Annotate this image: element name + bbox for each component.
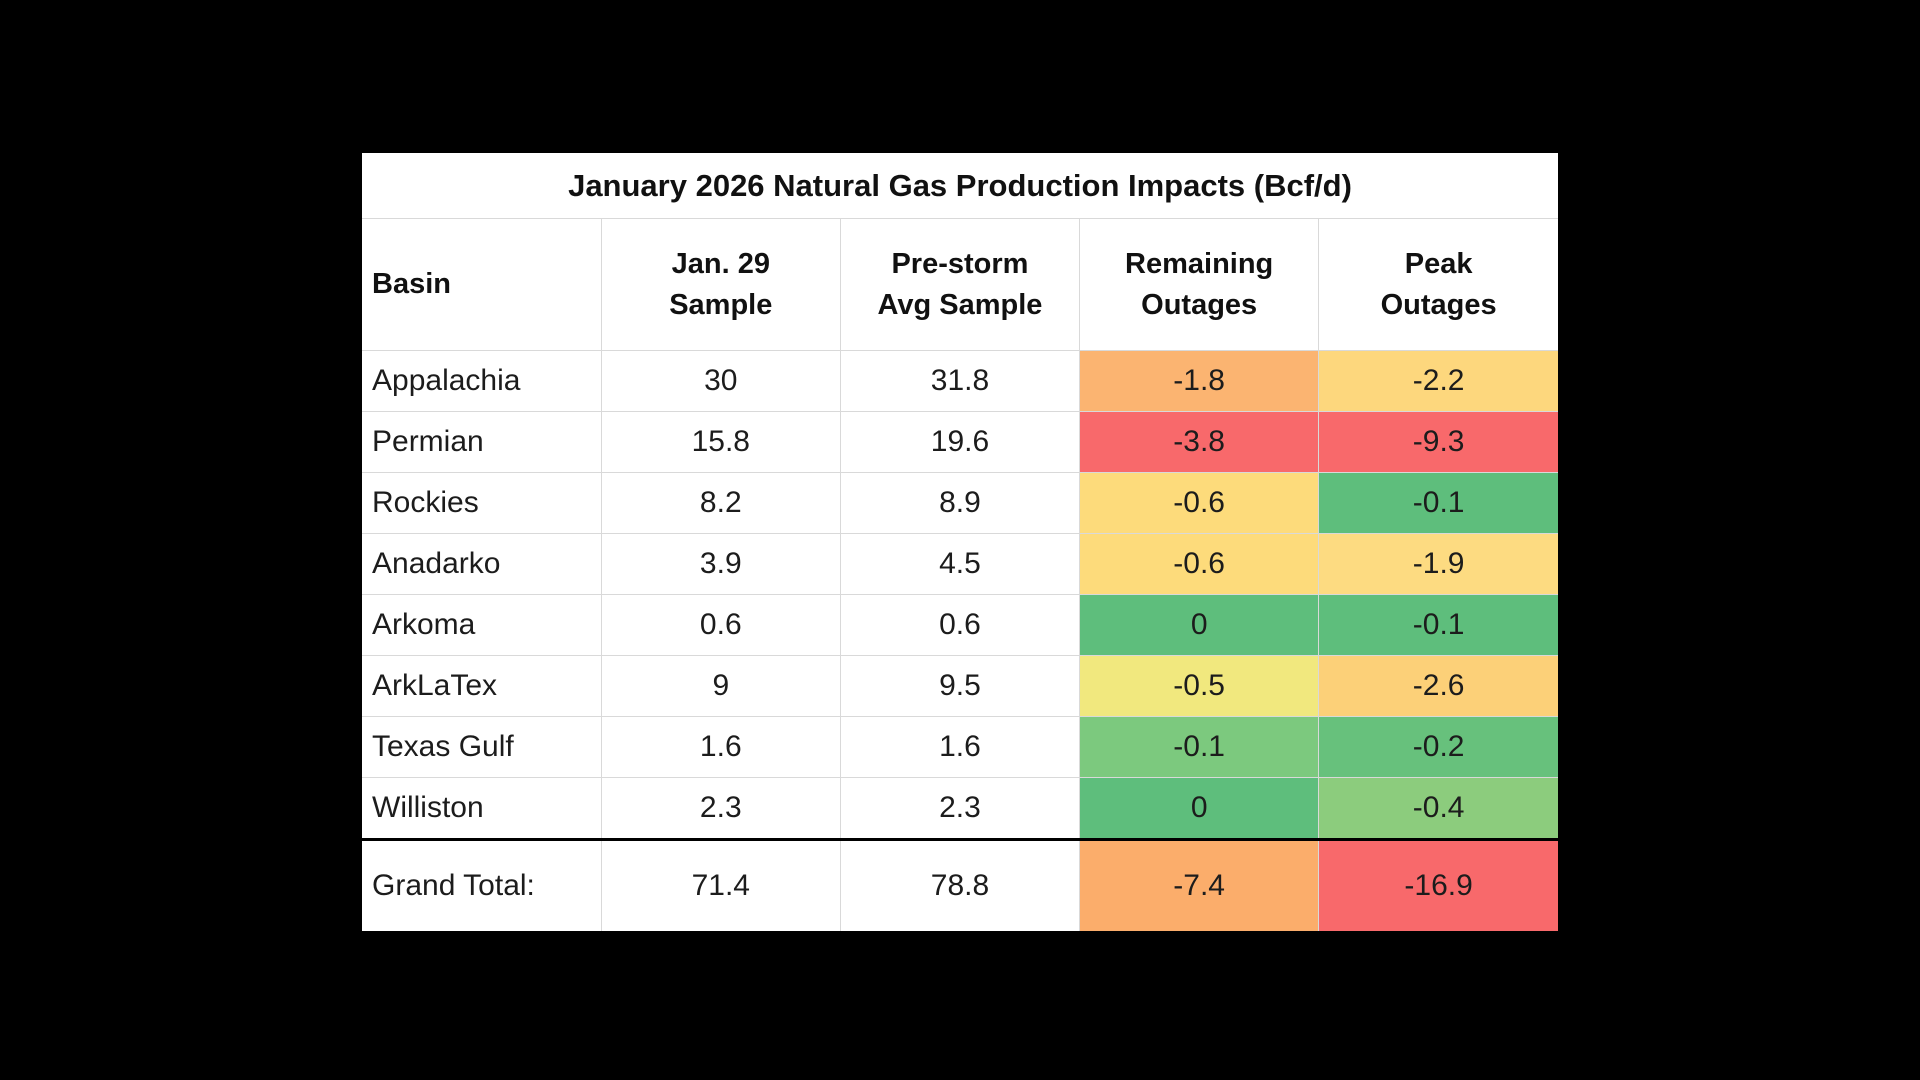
prestorm-avg-cell: 2.3 (840, 777, 1081, 840)
peak-outages-cell: -9.3 (1318, 411, 1558, 473)
peak-outages-cell: -0.1 (1318, 472, 1558, 534)
column-header-remaining-outages: Remaining Outages (1079, 218, 1320, 351)
table-row-rockies: Rockies 8.2 8.9 -0.6 -0.1 (362, 472, 1558, 534)
peak-outages-cell: -2.6 (1318, 655, 1558, 717)
jan29-sample-cell: 9 (601, 655, 841, 717)
peak-outages-cell: -2.2 (1318, 350, 1558, 412)
table-row-permian: Permian 15.8 19.6 -3.8 -9.3 (362, 411, 1558, 473)
column-header-line2: Outages (1380, 288, 1497, 321)
table-row-anadarko: Anadarko 3.9 4.5 -0.6 -1.9 (362, 533, 1558, 595)
column-header-row: Basin Jan. 29 Sample Pre-storm Avg Sampl… (362, 218, 1558, 351)
basin-cell: ArkLaTex (362, 655, 602, 717)
column-header-prestorm-avg: Pre-storm Avg Sample (840, 218, 1081, 351)
basin-cell: Arkoma (362, 594, 602, 656)
remaining-outages-cell: 0 (1079, 777, 1320, 840)
remaining-outages-cell: -0.5 (1079, 655, 1320, 717)
prestorm-avg-cell: 8.9 (840, 472, 1081, 534)
prestorm-avg-cell: 4.5 (840, 533, 1081, 595)
basin-cell: Permian (362, 411, 602, 473)
table-row-williston: Williston 2.3 2.3 0 -0.4 (362, 777, 1558, 840)
basin-cell: Rockies (362, 472, 602, 534)
column-header-line1: Remaining (1125, 248, 1274, 281)
grand-total-prestorm: 78.8 (840, 838, 1081, 931)
column-header-line1: Pre-storm (891, 248, 1029, 281)
prestorm-avg-cell: 9.5 (840, 655, 1081, 717)
column-header-line2: Sample (669, 288, 773, 321)
peak-outages-cell: -0.1 (1318, 594, 1558, 656)
jan29-sample-cell: 30 (601, 350, 841, 412)
jan29-sample-cell: 3.9 (601, 533, 841, 595)
table-title: January 2026 Natural Gas Production Impa… (362, 153, 1558, 219)
table-row-arkoma: Arkoma 0.6 0.6 0 -0.1 (362, 594, 1558, 656)
peak-outages-cell: -0.2 (1318, 716, 1558, 778)
basin-cell: Anadarko (362, 533, 602, 595)
production-impacts-table: January 2026 Natural Gas Production Impa… (362, 153, 1558, 931)
column-header-line2: Avg Sample (877, 288, 1043, 321)
jan29-sample-cell: 0.6 (601, 594, 841, 656)
jan29-sample-cell: 8.2 (601, 472, 841, 534)
table-row-appalachia: Appalachia 30 31.8 -1.8 -2.2 (362, 350, 1558, 412)
jan29-sample-cell: 2.3 (601, 777, 841, 840)
grand-total-remaining: -7.4 (1079, 838, 1320, 931)
table-row-texas-gulf: Texas Gulf 1.6 1.6 -0.1 -0.2 (362, 716, 1558, 778)
data-table: January 2026 Natural Gas Production Impa… (362, 153, 1558, 931)
grand-total-row: Grand Total: 71.4 78.8 -7.4 -16.9 (362, 838, 1558, 931)
remaining-outages-cell: -3.8 (1079, 411, 1320, 473)
prestorm-avg-cell: 1.6 (840, 716, 1081, 778)
grand-total-label: Grand Total: (362, 838, 602, 931)
grand-total-jan29: 71.4 (601, 838, 841, 931)
jan29-sample-cell: 15.8 (601, 411, 841, 473)
prestorm-avg-cell: 0.6 (840, 594, 1081, 656)
prestorm-avg-cell: 31.8 (840, 350, 1081, 412)
basin-cell: Appalachia (362, 350, 602, 412)
basin-cell: Texas Gulf (362, 716, 602, 778)
remaining-outages-cell: -1.8 (1079, 350, 1320, 412)
column-header-jan29-sample: Jan. 29 Sample (601, 218, 841, 351)
title-row: January 2026 Natural Gas Production Impa… (362, 153, 1558, 219)
remaining-outages-cell: -0.6 (1079, 472, 1320, 534)
remaining-outages-cell: -0.6 (1079, 533, 1320, 595)
peak-outages-cell: -1.9 (1318, 533, 1558, 595)
column-header-peak-outages: Peak Outages (1318, 218, 1558, 351)
jan29-sample-cell: 1.6 (601, 716, 841, 778)
column-header-line1: Jan. 29 (671, 248, 770, 281)
column-header-basin-label: Basin (372, 268, 451, 301)
remaining-outages-cell: 0 (1079, 594, 1320, 656)
table-row-arklatex: ArkLaTex 9 9.5 -0.5 -2.6 (362, 655, 1558, 717)
grand-total-peak: -16.9 (1318, 838, 1558, 931)
column-header-line2: Outages (1141, 288, 1258, 321)
peak-outages-cell: -0.4 (1318, 777, 1558, 840)
remaining-outages-cell: -0.1 (1079, 716, 1320, 778)
column-header-basin: Basin (362, 218, 602, 351)
basin-cell: Williston (362, 777, 602, 840)
column-header-line1: Peak (1404, 248, 1473, 281)
prestorm-avg-cell: 19.6 (840, 411, 1081, 473)
